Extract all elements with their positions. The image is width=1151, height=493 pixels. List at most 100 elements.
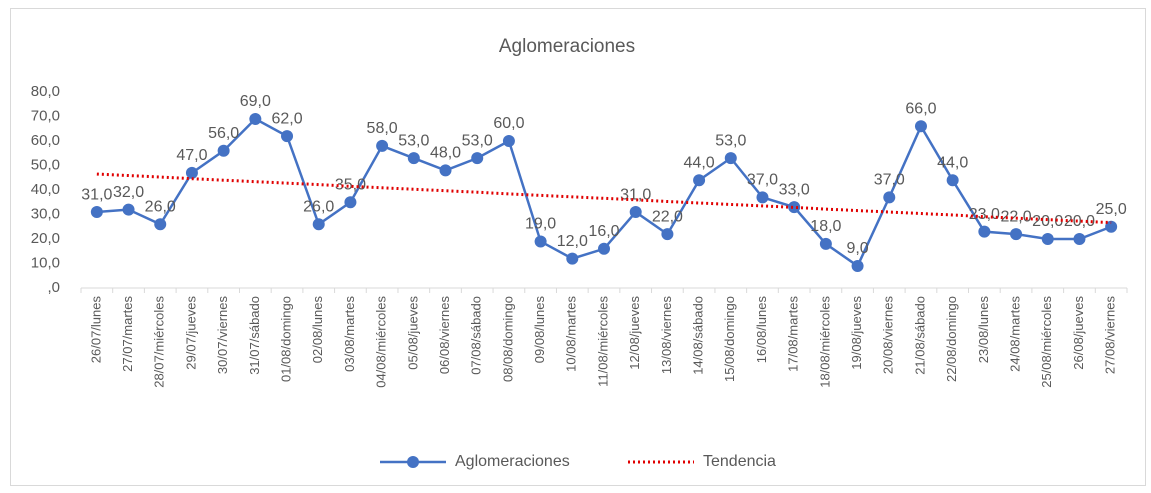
x-tick-label: 18/08/miércoles: [817, 296, 832, 388]
data-point: [471, 152, 484, 165]
x-tick-label: 01/08/domingo: [278, 296, 293, 382]
x-tick-label: 10/08/martes: [564, 296, 579, 372]
x-tick-label: 25/08/miércoles: [1039, 296, 1054, 388]
x-tick-label: 16/08/lunes: [754, 296, 769, 364]
x-tick-label: 19/08/jueves: [849, 296, 864, 370]
y-tick-label: 70,0: [31, 107, 60, 124]
data-point: [312, 218, 325, 231]
x-tick-label: 26/08/jueves: [1071, 296, 1086, 370]
data-point: [1041, 233, 1054, 245]
data-label: 31,0: [81, 186, 112, 203]
x-tick-label: 30/07/viernes: [215, 296, 230, 375]
x-tick-label: 05/08/jueves: [405, 296, 420, 370]
y-tick-label: 10,0: [31, 254, 60, 271]
data-point: [407, 152, 420, 165]
y-tick-label: 80,0: [31, 83, 60, 100]
x-tick-label: 26/07/lunes: [88, 296, 103, 364]
data-label: 33,0: [779, 181, 810, 198]
data-label: 22,0: [652, 208, 683, 225]
data-point: [1073, 233, 1086, 245]
x-tick-label: 02/08/lunes: [310, 296, 325, 364]
x-tick-label: 20/08/viernes: [881, 296, 896, 375]
x-tick-label: 31/07/sábado: [247, 296, 262, 375]
x-tick-label: 29/07/jueves: [183, 296, 198, 370]
x-tick-label: 06/08/viernes: [437, 296, 452, 375]
data-point: [756, 191, 769, 204]
data-point: [1105, 220, 1118, 233]
x-tick-label: 28/07/miércoles: [152, 296, 167, 388]
data-point: [788, 201, 801, 214]
data-label: 53,0: [462, 132, 493, 149]
data-point: [851, 259, 864, 272]
data-label: 25,0: [1096, 201, 1127, 218]
x-tick-label: 15/08/domingo: [722, 296, 737, 382]
x-tick-label: 22/08/domingo: [944, 296, 959, 382]
data-label: 47,0: [176, 147, 207, 164]
data-label: 32,0: [113, 184, 144, 201]
data-point: [217, 144, 230, 157]
data-label: 48,0: [430, 145, 461, 162]
data-label: 66,0: [905, 101, 936, 118]
y-tick-label: 60,0: [31, 132, 60, 149]
data-point: [376, 139, 389, 152]
data-label: 26,0: [145, 199, 176, 216]
data-point: [693, 174, 706, 187]
x-tick-label: 27/08/viernes: [1103, 296, 1118, 375]
data-label: 9,0: [846, 240, 868, 257]
x-tick-label: 24/08/martes: [1007, 296, 1022, 372]
x-tick-label: 27/07/martes: [120, 296, 135, 372]
data-point: [154, 218, 167, 231]
x-tick-label: 17/08/martes: [786, 296, 801, 372]
y-tick-label: 40,0: [31, 181, 60, 198]
data-label: 26,0: [303, 199, 334, 216]
data-point: [883, 191, 896, 204]
data-point: [629, 206, 642, 219]
data-point: [914, 120, 927, 133]
y-tick-label: ,0: [47, 279, 60, 296]
trend-line: [96, 172, 1112, 225]
legend-label: Tendencia: [703, 453, 776, 470]
data-label: 12,0: [557, 233, 588, 250]
data-point: [534, 235, 547, 248]
data-point: [724, 152, 737, 165]
data-label: 20,0: [1032, 213, 1063, 230]
data-label: 16,0: [588, 223, 619, 240]
data-point: [946, 174, 959, 187]
data-label: 69,0: [240, 93, 271, 110]
data-label: 18,0: [810, 218, 841, 235]
x-tick-label: 07/08/sábado: [469, 296, 484, 375]
data-point: [90, 206, 103, 219]
chart-border: [10, 8, 1146, 486]
x-tick-label: 21/08/sábado: [912, 296, 927, 375]
data-point: [1010, 228, 1023, 241]
legend-label: Aglomeraciones: [455, 453, 570, 470]
data-label: 20,0: [1064, 213, 1095, 230]
x-tick-label: 14/08/sábado: [691, 296, 706, 375]
data-label: 44,0: [937, 154, 968, 171]
y-tick-label: 50,0: [31, 156, 60, 173]
data-label: 58,0: [367, 120, 398, 137]
x-tick-label: 12/08/jueves: [627, 296, 642, 370]
x-tick-label: 13/08/viernes: [659, 296, 674, 375]
data-point: [249, 112, 262, 125]
data-label: 37,0: [747, 172, 778, 189]
chart-title: Aglomeraciones: [499, 36, 635, 57]
data-label: 56,0: [208, 125, 239, 142]
data-point: [344, 196, 357, 209]
data-point: [598, 242, 610, 255]
data-label: 53,0: [398, 132, 429, 149]
x-tick-label: 08/08/domingo: [500, 296, 515, 382]
legend-marker: [407, 456, 419, 468]
y-tick-label: 30,0: [31, 205, 60, 222]
data-point: [978, 225, 991, 238]
data-point: [439, 164, 452, 177]
data-point: [566, 252, 579, 265]
data-point: [281, 130, 294, 143]
data-label: 53,0: [715, 132, 746, 149]
x-tick-label: 04/08/miércoles: [374, 296, 389, 388]
data-point: [185, 166, 198, 179]
data-label: 23,0: [969, 206, 1000, 223]
data-point: [122, 203, 135, 216]
data-label: 60,0: [493, 115, 524, 132]
x-tick-label: 03/08/martes: [342, 296, 357, 372]
